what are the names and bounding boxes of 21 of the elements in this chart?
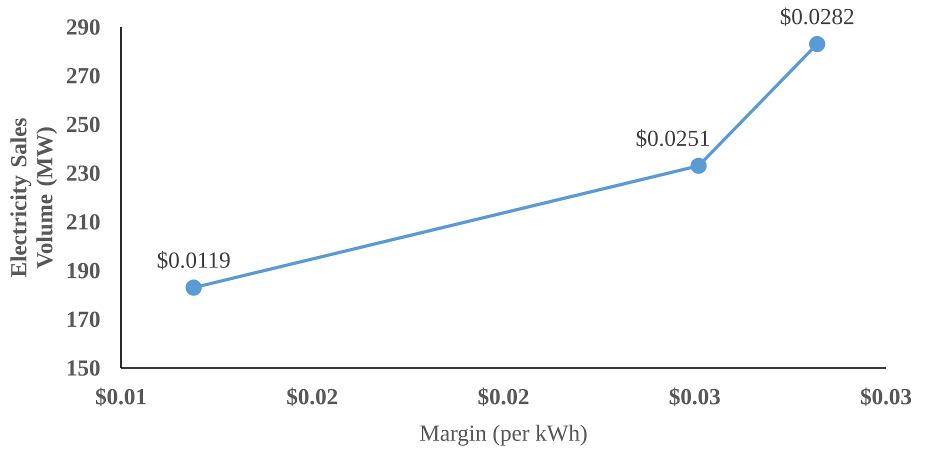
- x-tick-label: $0.02: [478, 388, 528, 406]
- y-axis-title: Electricity Sales Volume (MW): [10, 118, 58, 277]
- y-tick-label: 230: [66, 165, 100, 181]
- x-tick-label: $0.01: [96, 388, 146, 406]
- annotation: $0.0251: [636, 129, 710, 148]
- y-tick-label: 170: [68, 312, 100, 328]
- x-tick-label: $0.02: [287, 388, 338, 406]
- x-tick-label: $0.03: [860, 388, 912, 406]
- point: [186, 280, 202, 296]
- x-tick-label: $0.03: [670, 388, 720, 406]
- y-tick-label: 290: [66, 19, 100, 35]
- y-tick-label: 210: [66, 214, 100, 230]
- annotation: $0.0119: [158, 251, 230, 270]
- y-tick-label: 250: [66, 116, 100, 132]
- y-tick-label: 150: [68, 360, 100, 376]
- point: [690, 158, 707, 174]
- y-tick-label: 190: [68, 262, 100, 278]
- annotation: $0.0282: [780, 7, 854, 26]
- x-axis-title: Margin (per kWh): [420, 424, 587, 446]
- y-tick-label: 270: [66, 68, 100, 84]
- point: [809, 36, 826, 52]
